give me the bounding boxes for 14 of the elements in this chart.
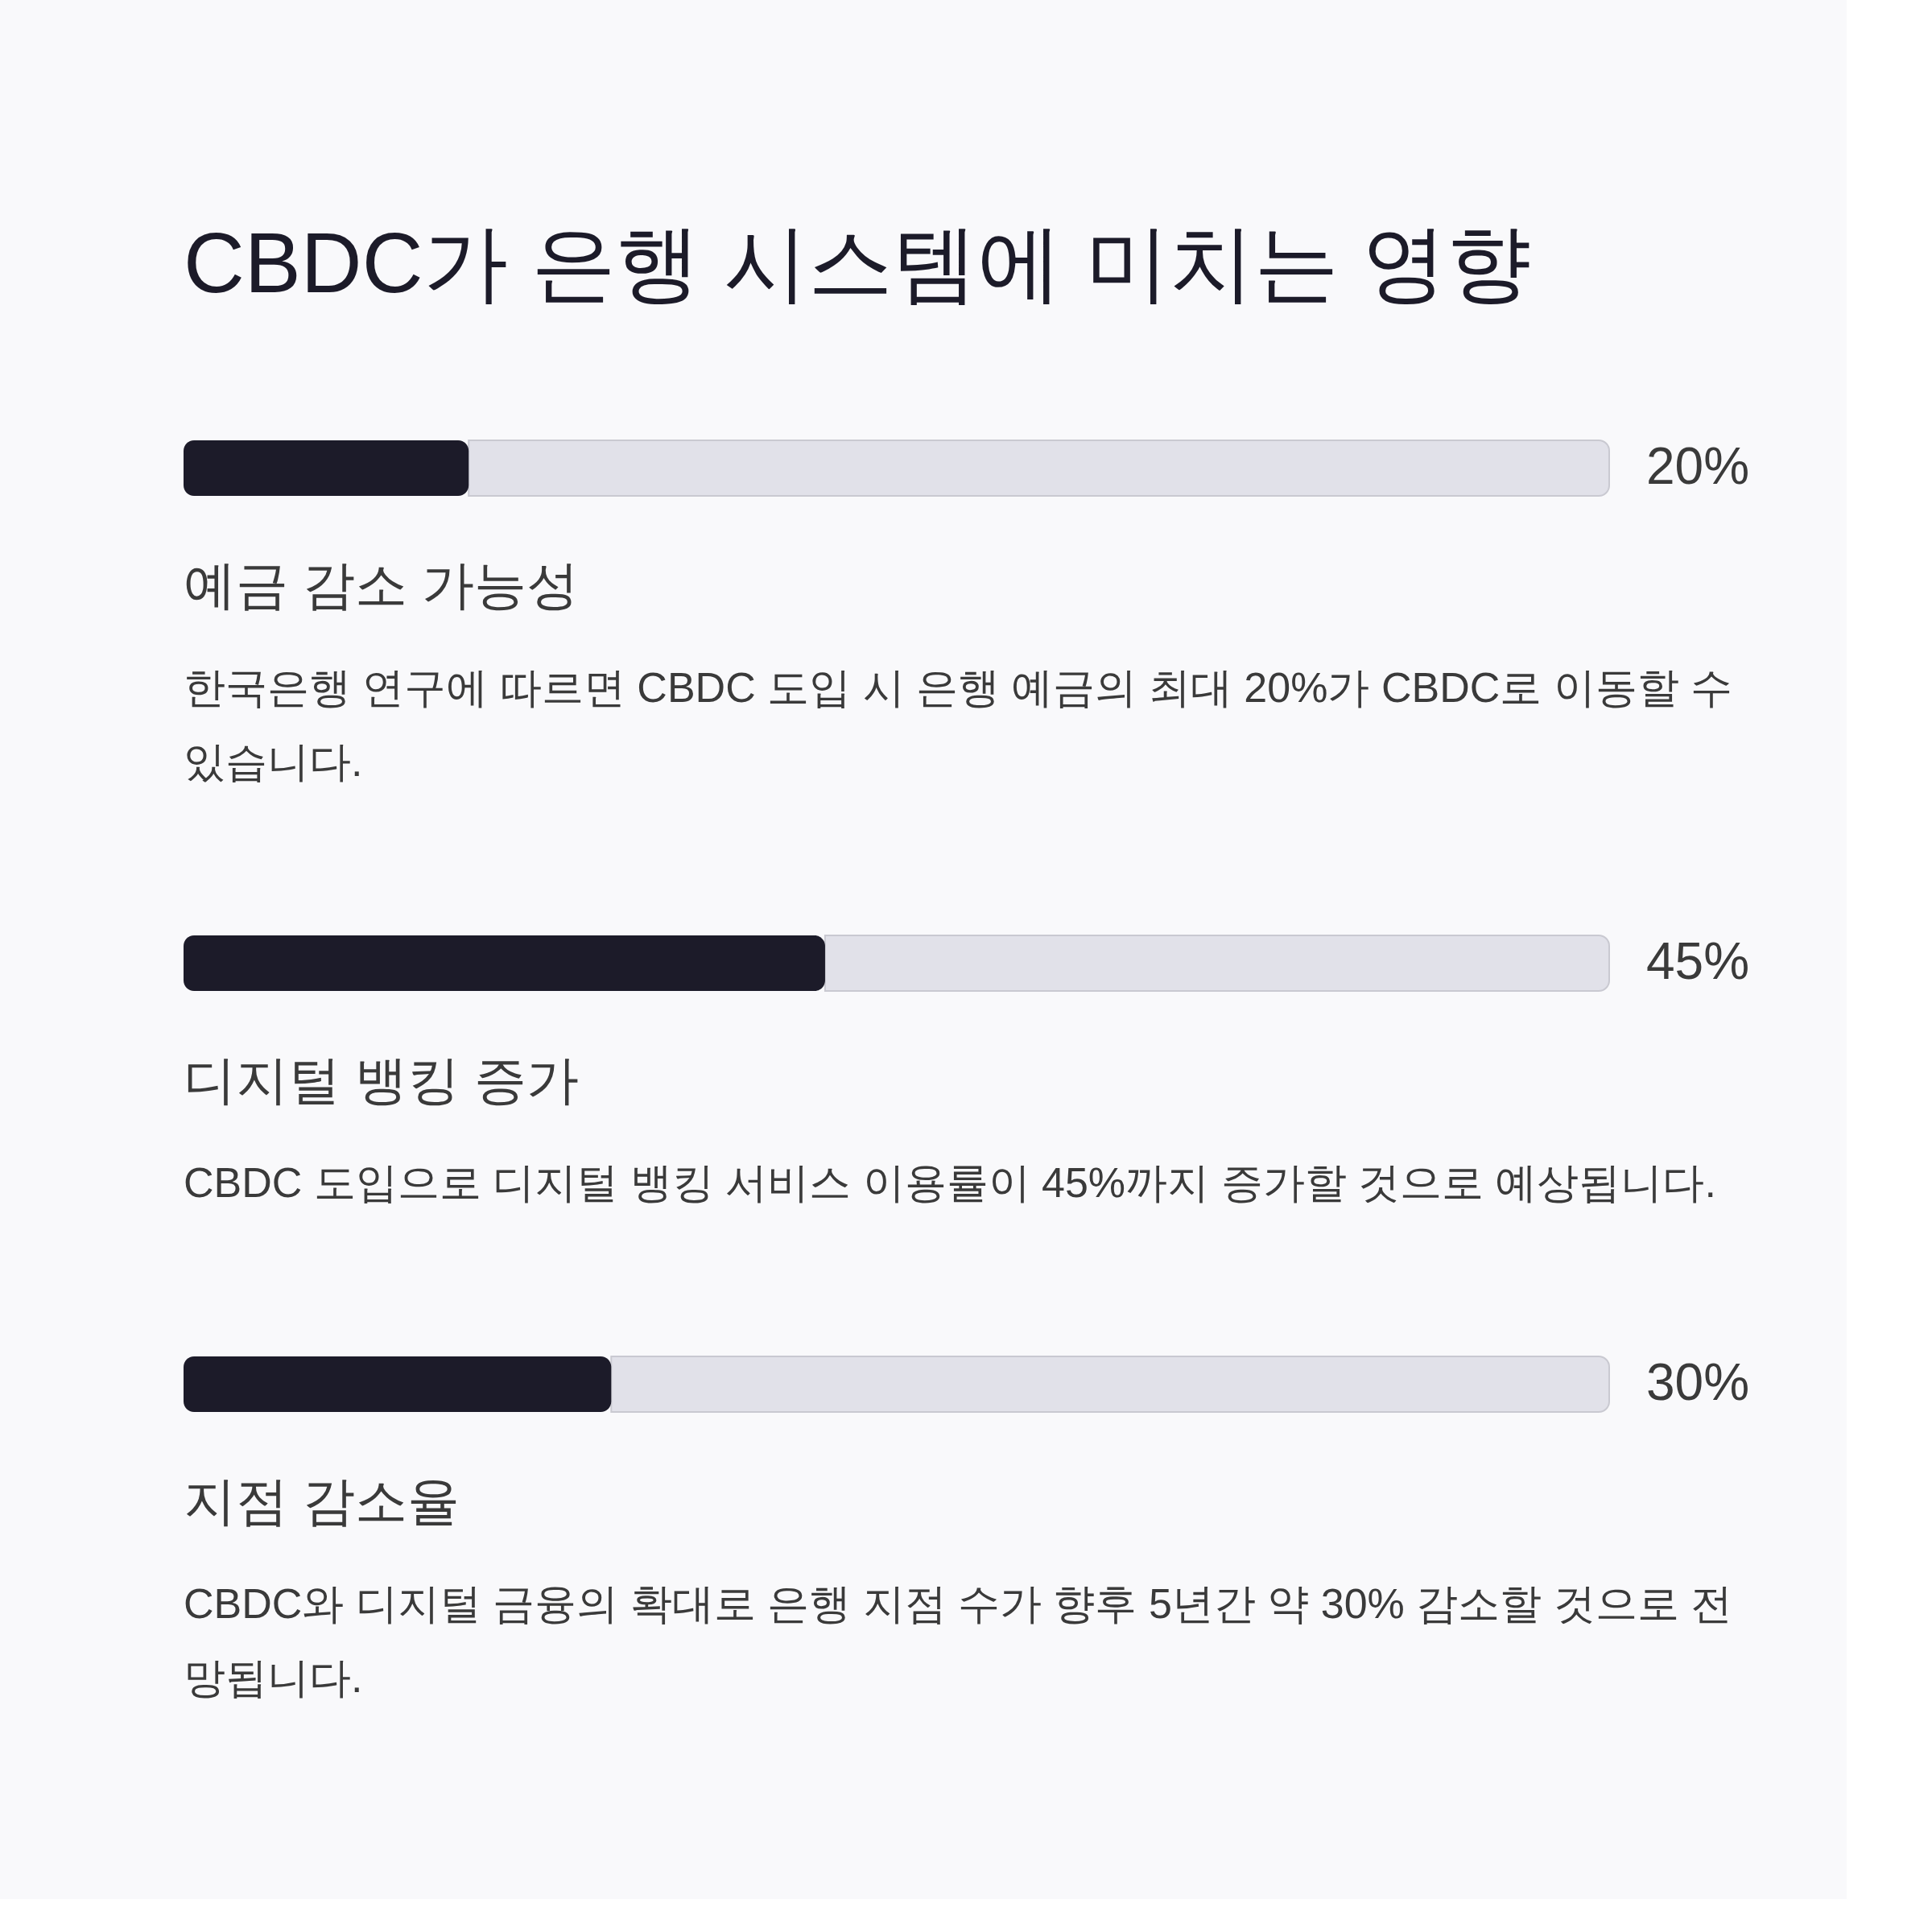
annotation: 한국은행 연구에 따르면 CBDC 도입 시 은행 예금의 최대 20%가 CBDC로 이동할 수 있습니다. (184, 664, 1733, 785)
data-label: 30% (1646, 1352, 1750, 1411)
data-label: 20% (1646, 436, 1750, 495)
annotation: CBDC와 디지털 금융의 확대로 은행 지점 수가 향후 5년간 약 30% 감소할 것으로 전 망됩니다. (184, 1580, 1733, 1701)
data-label: 45% (1646, 931, 1750, 990)
annotation: CBDC 도입으로 디지털 뱅킹 서비스 이용률이 45%까지 증가할 것으로 예상됩니다. (184, 1159, 1716, 1206)
bar (468, 440, 1610, 497)
bar (184, 440, 469, 496)
y-tick-label: 지점 감소율 (184, 1472, 460, 1530)
y-tick-label: 디지털 뱅킹 증가 (184, 1051, 579, 1109)
bar (184, 1356, 612, 1412)
y-tick-label: 예금 감소 가능성 (184, 556, 579, 614)
bar (610, 1356, 1610, 1413)
chart-title: CBDC가 은행 시스템에 미치는 영향 (184, 216, 1532, 310)
